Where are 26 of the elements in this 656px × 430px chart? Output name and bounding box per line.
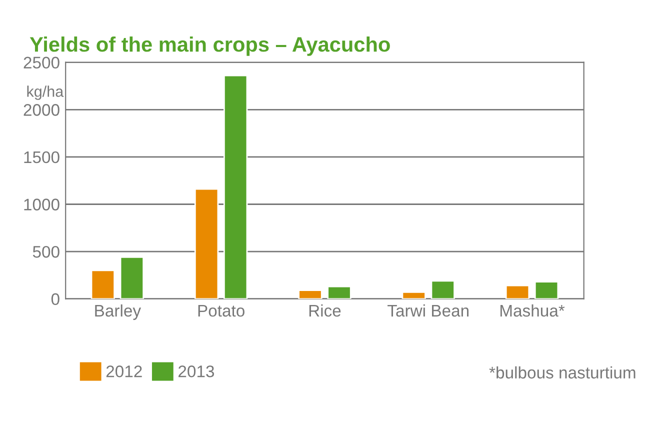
bar [505,284,530,299]
y-tick-label: 1500 [24,151,60,164]
x-tick-label: Tarwi Bean [388,304,469,317]
y-tick-label: 0 [51,293,60,306]
legend-label: 2013 [178,366,214,378]
bar [327,286,352,299]
y-tick-label: 500 [32,246,60,258]
x-tick-label: Rice [309,304,341,317]
x-tick-label: Barley [95,304,142,320]
bar [534,281,559,299]
bar [298,290,322,299]
bar [120,256,144,299]
x-tick-label: Potato [198,305,244,317]
legend-label: 2012 [106,366,142,378]
bar [223,74,248,299]
bar [402,292,426,299]
y-tick-label: 2500 [24,56,60,69]
y-axis-title: kg/ha [27,86,64,100]
y-tick-label: 1000 [24,198,60,210]
x-tick-label: Mashua* [500,304,565,317]
chart-title: Yields of the main crops – Ayacucho [30,36,390,56]
y-tick-label: 2000 [24,104,60,116]
bar [194,188,219,299]
bar [90,270,116,299]
bar [430,280,455,299]
text: *bulbous nasturtium [489,366,636,379]
